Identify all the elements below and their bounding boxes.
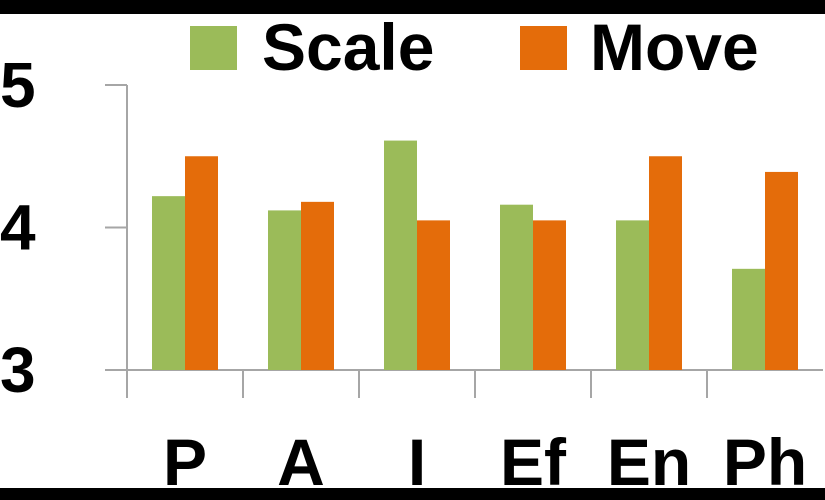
- legend-label-scale: Scale: [262, 10, 434, 84]
- y-tick-label-3: 3: [0, 334, 36, 406]
- y-tick-label-5: 5: [0, 49, 36, 121]
- x-tick-label-ph: Ph: [723, 425, 807, 499]
- bottom-frame-border: [0, 488, 825, 500]
- legend-label-move: Move: [590, 10, 759, 84]
- y-tick-label-4: 4: [0, 192, 36, 264]
- x-tick-label-a: A: [277, 425, 325, 499]
- bar-move-i: [417, 220, 450, 370]
- bar-scale-ef: [500, 204, 533, 370]
- bar-move-en: [649, 156, 682, 370]
- x-tick-label-p: P: [163, 425, 207, 499]
- bar-move-a: [301, 201, 334, 370]
- legend-swatch-move: [520, 26, 567, 70]
- x-tick-label-en: En: [607, 425, 691, 499]
- x-tick-label-ef: Ef: [500, 425, 567, 499]
- bar-scale-p: [152, 196, 185, 370]
- legend-swatch-scale: [190, 26, 237, 70]
- bar-scale-a: [268, 210, 301, 370]
- bar-move-ph: [765, 171, 798, 370]
- bar-scale-i: [384, 140, 417, 370]
- top-frame-border: [0, 0, 825, 14]
- bar-move-ef: [533, 220, 566, 370]
- bar-scale-ph: [732, 268, 765, 370]
- bar-scale-en: [616, 220, 649, 370]
- x-tick-label-i: I: [408, 425, 426, 499]
- bar-move-p: [185, 156, 218, 370]
